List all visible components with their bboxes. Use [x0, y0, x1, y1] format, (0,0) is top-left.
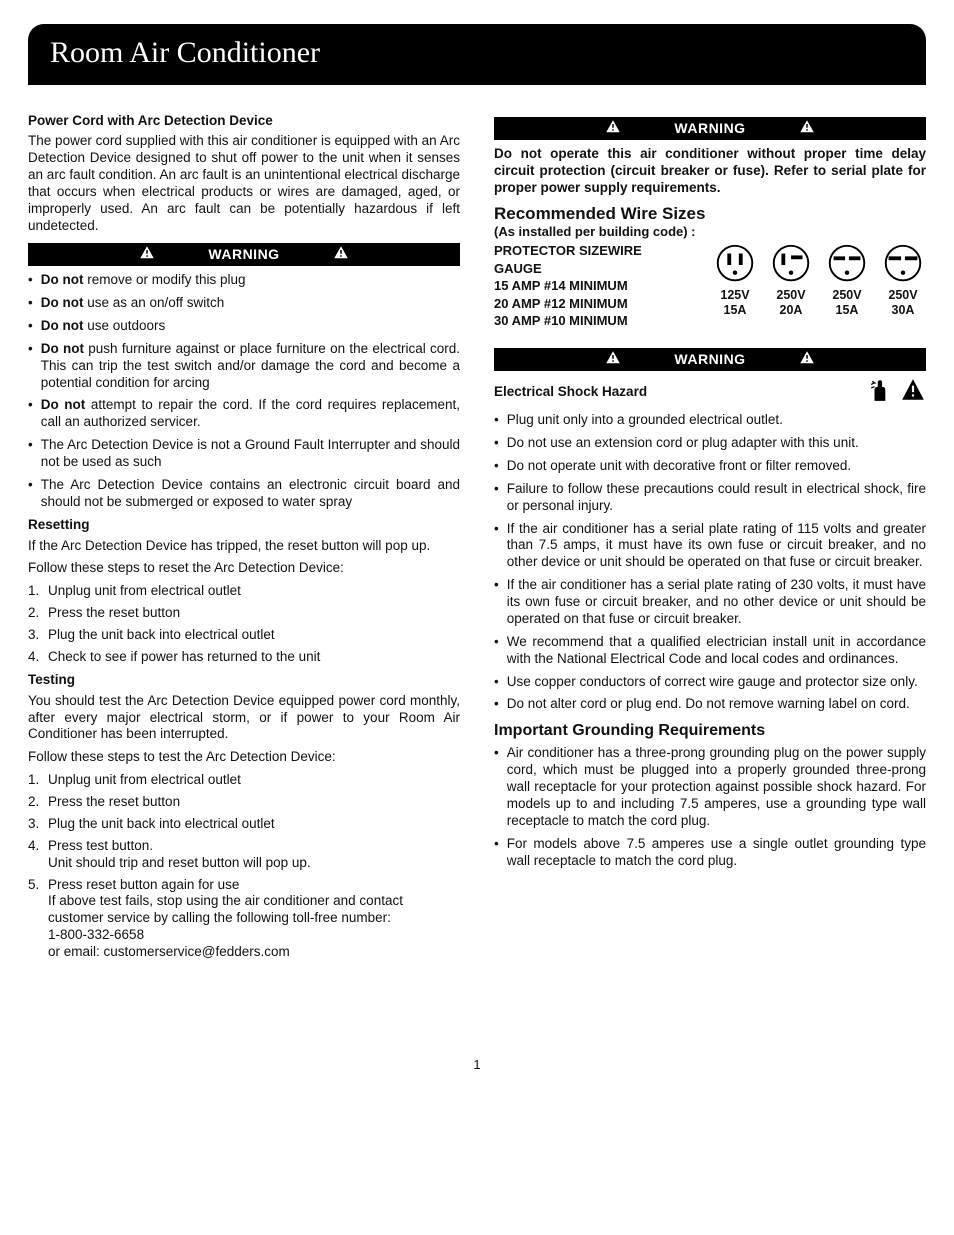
warning-triangle-icon — [604, 118, 622, 141]
list-item: Do not attempt to repair the cord. If th… — [28, 397, 460, 431]
hazard-icons — [868, 377, 926, 408]
list-item: Do not alter cord or plug end. Do not re… — [494, 696, 926, 713]
list-item: Check to see if power has returned to th… — [28, 649, 460, 666]
grounding-list: Air conditioner has a three-prong ground… — [494, 745, 926, 869]
testing-para: You should test the Arc Detection Device… — [28, 693, 460, 744]
plug-diagram: 250V20A — [768, 242, 814, 317]
hazard-list: Plug unit only into a grounded electrica… — [494, 412, 926, 713]
warning-para: Do not operate this air conditioner with… — [494, 146, 926, 197]
do-not-list: Do not remove or modify this plug Do not … — [28, 272, 460, 511]
shock-hand-icon — [868, 377, 894, 408]
warning-label: WARNING — [208, 246, 279, 262]
left-column: Power Cord with Arc Detection Device The… — [28, 107, 460, 967]
plug-diagram: 250V30A — [880, 242, 926, 317]
warning-bar: WARNING — [494, 348, 926, 372]
plug-diagrams: 125V15A250V20A250V15A250V30A — [703, 242, 926, 317]
list-item: Do not use outdoors — [28, 318, 460, 335]
plug-diagram: 250V15A — [824, 242, 870, 317]
test-steps: Unplug unit from electrical outlet Press … — [28, 772, 460, 961]
list-item: Press the reset button — [28, 605, 460, 622]
list-item: If the air conditioner has a serial plat… — [494, 521, 926, 572]
list-item: Plug the unit back into electrical outle… — [28, 627, 460, 644]
wire-row-text: 15 AMP #14 MINIMUM — [494, 277, 693, 295]
list-item: If the air conditioner has a serial plat… — [494, 577, 926, 628]
wire-label: PROTECTOR SIZEWIRE GAUGE — [494, 242, 693, 277]
list-item: For models above 7.5 amperes use a singl… — [494, 836, 926, 870]
wire-sub: (As installed per building code) : — [494, 224, 926, 240]
warning-triangle-icon — [332, 244, 350, 267]
testing-intro: Follow these steps to test the Arc Detec… — [28, 749, 460, 766]
list-item: Plug unit only into a grounded electrica… — [494, 412, 926, 429]
list-item: Use copper conductors of correct wire ga… — [494, 674, 926, 691]
reset-steps: Unplug unit from electrical outlet Press … — [28, 583, 460, 666]
wire-row-text: 20 AMP #12 MINIMUM — [494, 295, 693, 313]
wire-table: PROTECTOR SIZEWIRE GAUGE 15 AMP #14 MINI… — [494, 242, 693, 330]
list-item: We recommend that a qualified electricia… — [494, 634, 926, 668]
wire-row-text: 30 AMP #10 MINIMUM — [494, 312, 693, 330]
list-item: The Arc Detection Device contains an ele… — [28, 477, 460, 511]
list-item: Plug the unit back into electrical outle… — [28, 816, 460, 833]
list-item: Do not operate unit with decorative fron… — [494, 458, 926, 475]
hazard-heading: Electrical Shock Hazard — [494, 384, 862, 401]
warning-label: WARNING — [674, 351, 745, 367]
list-item: Failure to follow these precautions coul… — [494, 481, 926, 515]
list-item: Do not push furniture against or place f… — [28, 341, 460, 392]
warning-bar: WARNING — [494, 117, 926, 141]
list-item: Do not use as an on/off switch — [28, 295, 460, 312]
list-item: The Arc Detection Device is not a Ground… — [28, 437, 460, 471]
warning-triangle-icon — [604, 349, 622, 372]
plug-diagram: 125V15A — [712, 242, 758, 317]
list-item: Unplug unit from electrical outlet — [28, 583, 460, 600]
section-heading: Power Cord with Arc Detection Device — [28, 113, 460, 130]
list-item: Do not use an extension cord or plug ada… — [494, 435, 926, 452]
list-item: Do not remove or modify this plug — [28, 272, 460, 289]
right-column: WARNING Do not operate this air conditio… — [494, 107, 926, 967]
content-columns: Power Cord with Arc Detection Device The… — [28, 107, 926, 967]
list-item: Press the reset button — [28, 794, 460, 811]
warning-triangle-icon — [798, 349, 816, 372]
list-item: Unplug unit from electrical outlet — [28, 772, 460, 789]
warning-label: WARNING — [674, 120, 745, 136]
resetting-heading: Resetting — [28, 517, 460, 534]
testing-heading: Testing — [28, 672, 460, 689]
warning-triangle-icon — [900, 377, 926, 408]
page-title: Room Air Conditioner — [50, 36, 320, 69]
hazard-heading-row: Electrical Shock Hazard — [494, 377, 926, 408]
list-item: Air conditioner has a three-prong ground… — [494, 745, 926, 829]
resetting-intro: Follow these steps to reset the Arc Dete… — [28, 560, 460, 577]
page-title-bar: Room Air Conditioner — [28, 24, 926, 84]
warning-triangle-icon — [138, 244, 156, 267]
section-para: The power cord supplied with this air co… — [28, 133, 460, 234]
grounding-heading: Important Grounding Requirements — [494, 721, 926, 741]
list-item: Press reset button again for useIf above… — [28, 877, 460, 961]
list-item: Press test button.Unit should trip and r… — [28, 838, 460, 872]
resetting-para: If the Arc Detection Device has tripped,… — [28, 538, 460, 555]
wire-heading: Recommended Wire Sizes — [494, 203, 926, 224]
header-rule — [28, 84, 926, 85]
warning-bar: WARNING — [28, 243, 460, 267]
warning-triangle-icon — [798, 118, 816, 141]
wire-row: PROTECTOR SIZEWIRE GAUGE 15 AMP #14 MINI… — [494, 242, 926, 330]
page-number: 1 — [28, 1057, 926, 1073]
